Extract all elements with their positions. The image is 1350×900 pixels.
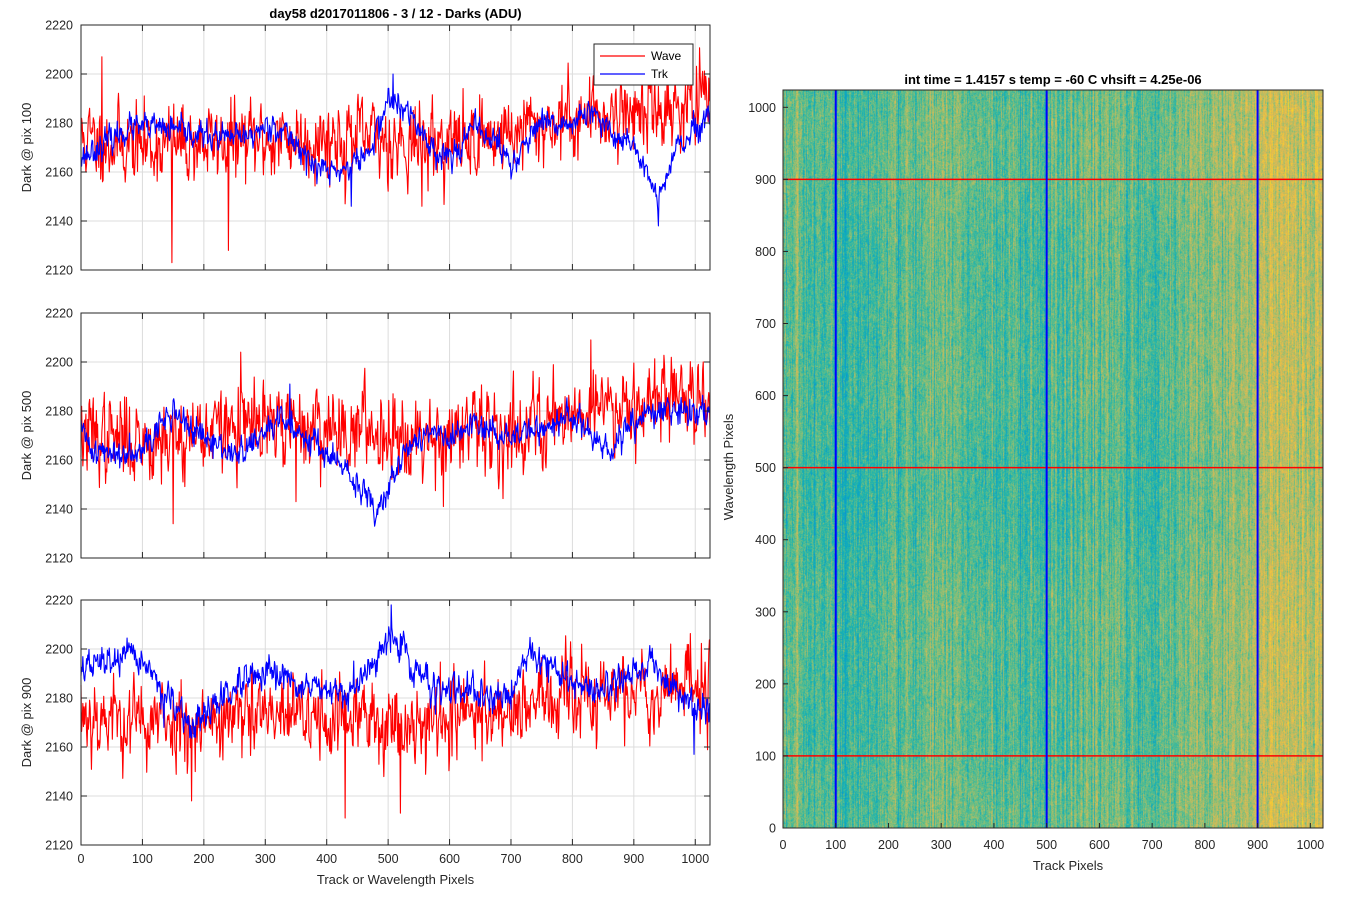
subplot-pix-900: 0 100 200 300 400 500 600 700 800 900 1000 2120 2140… [19, 594, 711, 887]
subplot-pix-900-ticks: 0 100 200 300 400 500 600 700 800 900 1000 2120 2140… [45, 594, 710, 866]
y-tick-label-2220: 2220 [45, 594, 73, 608]
subplot-pix-900-ylabel: Dark @ pix 900 [19, 678, 34, 768]
x-tick-label-500: 500 [378, 852, 399, 866]
heatmap-panel: 0 100 200 300 400 500 600 700 800 900 1000 0 100 200 3… [721, 72, 1324, 873]
x-tick-label-100: 100 [132, 852, 153, 866]
heatmap-x-tick-label-500: 500 [1036, 838, 1057, 852]
y-tick-label-2140: 2140 [45, 215, 73, 229]
heatmap-image [783, 90, 1323, 828]
y-tick-label-2200: 2200 [45, 68, 73, 82]
y-tick-label-2160: 2160 [45, 454, 73, 468]
x-tick-label-200: 200 [193, 852, 214, 866]
heatmap-x-tick-label-400: 400 [984, 838, 1005, 852]
heatmap-y-tick-label-1000: 1000 [748, 101, 776, 115]
subplot-pix-500-series [80, 339, 711, 527]
heatmap-ticks: 0 100 200 300 400 500 600 700 800 900 1000 0 100 200 3… [748, 101, 1324, 852]
heatmap-y-tick-label-300: 300 [755, 605, 776, 619]
heatmap-image-container [783, 90, 1323, 828]
series-line-trk [80, 604, 711, 755]
heatmap-y-tick-label-400: 400 [755, 533, 776, 547]
y-tick-label-2180: 2180 [45, 405, 73, 419]
heatmap-y-tick-label-0: 0 [769, 822, 776, 836]
y-tick-label-2140: 2140 [45, 503, 73, 517]
subplot-pix-100-ylabel: Dark @ pix 100 [19, 103, 34, 193]
subplot-pix-900-frame [80, 599, 711, 846]
series-line-trk [80, 73, 711, 227]
heatmap-x-tick-label-1000: 1000 [1296, 838, 1324, 852]
series-line-wave [80, 339, 711, 525]
subplot-pix-500-ticks: 2120 2140 2160 2180 2200 2220 [45, 307, 710, 566]
x-tick-label-1000: 1000 [681, 852, 709, 866]
heatmap-title: int time = 1.4157 s temp = -60 C vhsift … [904, 72, 1201, 87]
legend-label-trk: Trk [651, 67, 669, 81]
subplot-pix-900-xlabel: Track or Wavelength Pixels [317, 872, 475, 887]
y-tick-label-2140: 2140 [45, 790, 73, 804]
heatmap-x-tick-label-600: 600 [1089, 838, 1110, 852]
heatmap-y-tick-label-100: 100 [755, 749, 776, 763]
legend-label-wave: Wave [651, 49, 682, 63]
series-line-wave [80, 47, 711, 264]
x-tick-label-0: 0 [78, 852, 85, 866]
y-tick-label-2120: 2120 [45, 552, 73, 566]
heatmap-x-tick-label-0: 0 [780, 838, 787, 852]
x-tick-label-400: 400 [316, 852, 337, 866]
y-tick-label-2160: 2160 [45, 741, 73, 755]
y-tick-label-2200: 2200 [45, 643, 73, 657]
heatmap-x-tick-label-800: 800 [1194, 838, 1215, 852]
x-tick-label-700: 700 [501, 852, 522, 866]
heatmap-y-tick-label-700: 700 [755, 317, 776, 331]
series-line-trk [80, 383, 711, 527]
y-tick-label-2180: 2180 [45, 117, 73, 131]
series-line-wave [80, 633, 711, 819]
y-tick-label-2200: 2200 [45, 356, 73, 370]
subplot-pix-500: 2120 2140 2160 2180 2200 2220 Dark @ pix 500 [19, 307, 711, 566]
y-tick-label-2180: 2180 [45, 692, 73, 706]
x-tick-label-900: 900 [623, 852, 644, 866]
x-tick-label-600: 600 [439, 852, 460, 866]
subplot-pix-100-frame [80, 24, 711, 271]
heatmap-y-tick-label-600: 600 [755, 389, 776, 403]
heatmap-y-tick-label-800: 800 [755, 245, 776, 259]
heatmap-y-tick-label-200: 200 [755, 677, 776, 691]
figure-title: day58 d2017011806 - 3 / 12 - Darks (ADU) [269, 6, 521, 21]
y-tick-label-2120: 2120 [45, 839, 73, 853]
heatmap-x-tick-label-100: 100 [825, 838, 846, 852]
subplot-pix-100-series [80, 47, 711, 264]
heatmap-xlabel: Track Pixels [1033, 858, 1104, 873]
subplot-pix-100-ticks: 2120 2140 2160 2180 2200 2220 [45, 19, 710, 278]
y-tick-label-2160: 2160 [45, 166, 73, 180]
legend-box [593, 43, 694, 86]
heatmap-x-tick-label-900: 900 [1247, 838, 1268, 852]
y-tick-label-2220: 2220 [45, 307, 73, 321]
heatmap-marker-lines [783, 90, 1323, 828]
heatmap-y-tick-label-900: 900 [755, 173, 776, 187]
heatmap-x-tick-label-700: 700 [1142, 838, 1163, 852]
x-tick-label-300: 300 [255, 852, 276, 866]
subplot-pix-100: 2120 2140 2160 2180 2200 2220 day58 d20170118… [19, 6, 711, 278]
x-tick-label-800: 800 [562, 852, 583, 866]
y-tick-label-2220: 2220 [45, 19, 73, 33]
subplot-pix-900-series [80, 604, 711, 819]
y-tick-label-2120: 2120 [45, 264, 73, 278]
heatmap-x-tick-label-200: 200 [878, 838, 899, 852]
subplot-pix-500-frame [80, 312, 711, 559]
heatmap-frame [782, 89, 1324, 829]
heatmap-y-tick-label-500: 500 [755, 461, 776, 475]
legend: Wave Trk [593, 43, 694, 86]
heatmap-ylabel: Wavelength Pixels [721, 413, 736, 520]
heatmap-x-tick-label-300: 300 [931, 838, 952, 852]
subplot-pix-500-ylabel: Dark @ pix 500 [19, 391, 34, 481]
